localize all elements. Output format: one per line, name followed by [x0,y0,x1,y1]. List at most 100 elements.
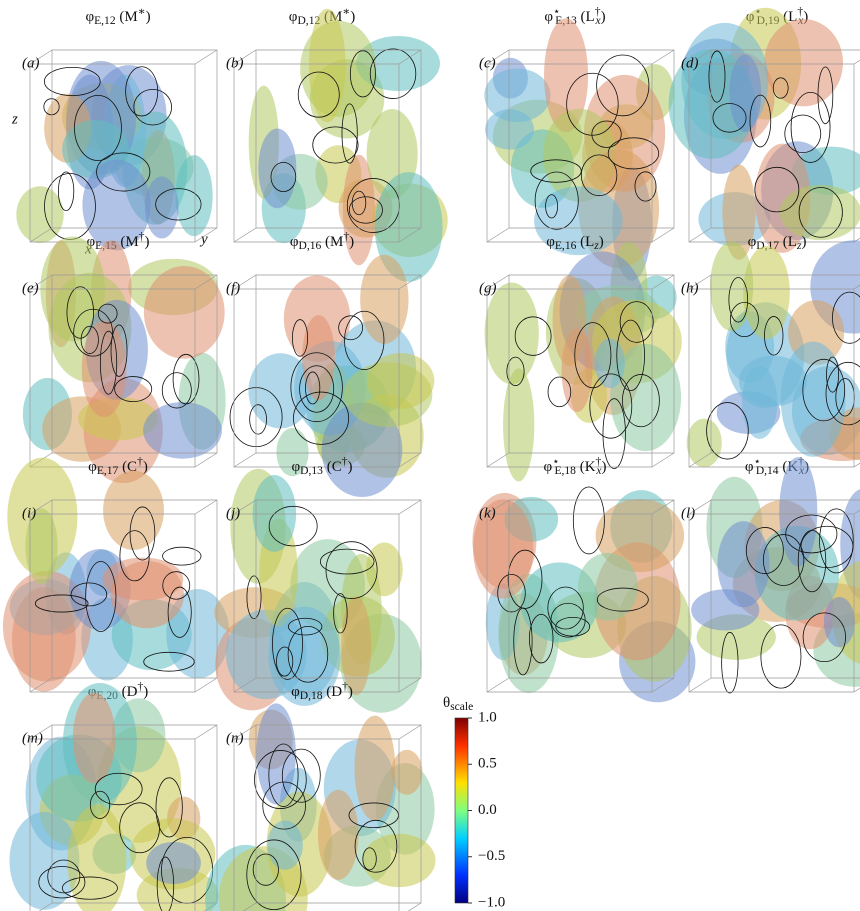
streamline [817,66,834,125]
isosurface [308,8,346,123]
title-part: z [796,239,802,252]
panel-letter: (n) [226,730,244,746]
panel [233,8,448,282]
title: φE,12 (M∗) [85,5,150,27]
streamline [729,301,759,338]
title-part: † [797,5,803,18]
title-part: scale [450,700,473,713]
streamline [292,319,309,357]
title-part: D,14 [756,464,779,477]
title: φD,13 (C†) [292,455,353,477]
panel-letter: (l) [681,505,695,521]
title-part: φ [292,459,301,475]
isosurface [779,457,818,567]
streamline [514,316,552,356]
panel [205,703,436,911]
streamline [143,651,195,672]
streamline [826,356,840,393]
streamline [832,291,860,344]
title-part: † [139,230,145,243]
streamline [276,646,294,677]
panel [484,18,675,281]
isosurface [317,789,359,880]
title-part: ) [143,684,148,700]
title-part: x [594,14,601,27]
colorbar-tick-label: 0.0 [478,802,497,818]
title-part: φ [546,234,555,250]
panel-letter: (h) [681,280,699,296]
title-part: ) [347,459,352,475]
title-part: ) [349,234,354,250]
isosurface [484,68,551,123]
streamline [591,120,622,148]
title-part: † [137,455,143,468]
title-part: ) [350,9,355,25]
streamline [99,330,118,395]
streamline [262,781,306,830]
streamline [745,527,784,574]
title-part: φ [88,459,97,475]
title-part: φ [85,9,94,25]
panel [472,486,696,703]
streamline [38,866,86,899]
streamline [530,159,582,183]
isosurface [258,128,297,209]
title-part: (L [577,9,595,25]
cube-frame [486,499,675,693]
streamline [764,316,784,356]
title-part: ⋆ [552,455,559,468]
isosurface [143,402,222,459]
streamline [708,50,726,103]
isosurface [143,266,225,359]
title-part: ∗ [342,5,350,18]
title-part: E,12 [94,14,116,27]
isosurface [764,19,843,107]
title-part: φ [544,459,553,475]
isosurface [729,54,762,133]
cube-frame [486,274,675,468]
streamline [70,582,108,607]
streamline [338,315,364,341]
title: φD,18 (D†) [291,680,353,702]
title: φE,16 (Lz) [546,234,604,252]
title-part: ) [143,459,148,475]
isosurface [577,552,638,621]
streamline [249,404,267,435]
title: φ⋆ E,18 (K† x) [544,455,607,477]
streamline [61,876,118,900]
title-part: ) [146,9,151,25]
panel-letter: (e) [22,280,39,296]
streamline [246,839,302,911]
streamline [369,48,417,99]
title-part: ) [145,234,150,250]
panel-letter: (b) [226,55,244,71]
colorbar [454,717,469,904]
streamline [547,586,584,630]
streamline [555,617,591,637]
title-part: † [137,680,143,693]
streamline [566,72,619,136]
axis-label: z [11,111,18,127]
panel [484,241,682,482]
panel-letter: (k) [479,505,496,521]
streamline [802,612,846,663]
streamline [129,506,156,561]
title-part: (M [116,9,138,25]
panel [22,236,226,484]
streamline [351,190,367,216]
streamline [319,548,375,575]
isosurface [503,368,535,482]
streamline [110,324,128,377]
streamline [762,534,805,586]
streamline [728,277,749,323]
streamline [47,859,81,894]
streamline [785,514,838,554]
streamline [545,194,559,219]
cube-frame [486,49,675,243]
title-part: † [343,230,349,243]
streamline [89,790,111,819]
panel [688,457,860,694]
isosurface [9,811,80,910]
panel-letter: (f) [226,280,240,296]
streamline [634,171,657,202]
